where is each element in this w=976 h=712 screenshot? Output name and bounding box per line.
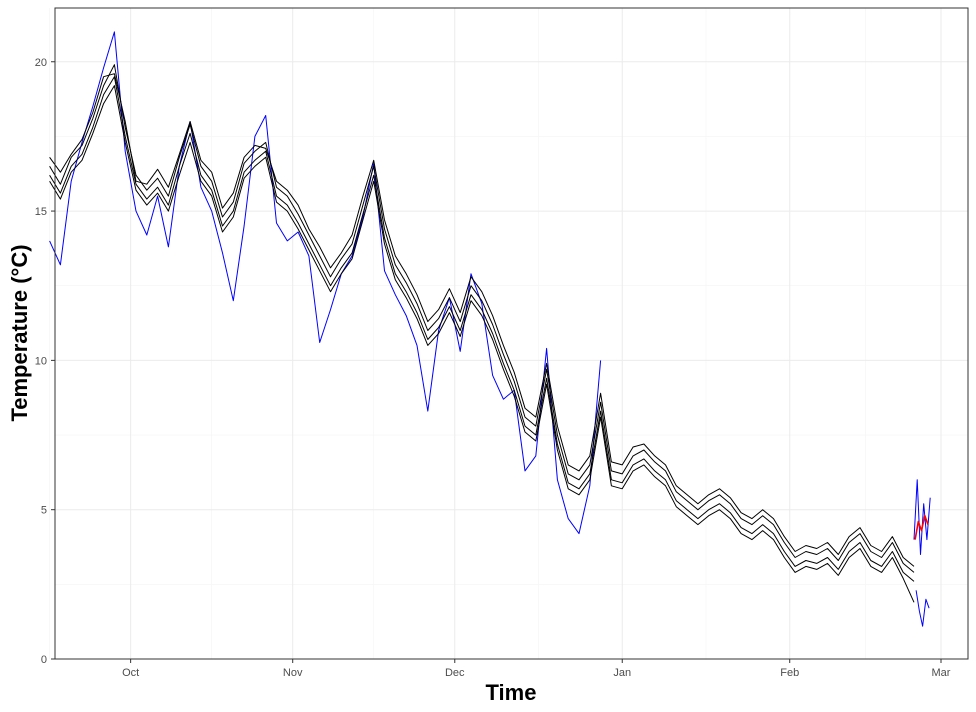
black-series-line xyxy=(49,76,915,582)
black-series-line xyxy=(49,64,915,573)
x-tick-label: Dec xyxy=(445,667,465,679)
y-tick-label: 15 xyxy=(35,206,47,218)
y-tick-label: 0 xyxy=(41,654,47,666)
x-tick-label: Jan xyxy=(613,667,631,679)
blue-series-line xyxy=(915,590,930,627)
y-tick-label: 5 xyxy=(41,505,47,517)
y-axis-ticks: 0 5 10 15 20 xyxy=(35,57,55,666)
y-axis-title: Temperature (°C) xyxy=(7,244,32,421)
y-tick-label: 10 xyxy=(35,355,47,367)
x-tick-label: Mar xyxy=(932,667,951,679)
x-axis-ticks: Oct Nov Dec Jan Feb Mar xyxy=(122,659,951,679)
x-tick-label: Oct xyxy=(122,667,139,679)
red-series-line xyxy=(914,514,929,540)
y-tick-label: 20 xyxy=(35,57,47,69)
x-axis-title: Time xyxy=(486,680,537,705)
plot-panel-border xyxy=(54,7,969,660)
black-series-line xyxy=(49,85,915,603)
x-tick-label: Nov xyxy=(283,667,303,679)
series-layer xyxy=(49,31,931,627)
black-series-line xyxy=(49,73,915,567)
minor-gridlines xyxy=(49,8,968,659)
blue-series-line xyxy=(49,31,602,535)
x-tick-label: Feb xyxy=(780,667,799,679)
